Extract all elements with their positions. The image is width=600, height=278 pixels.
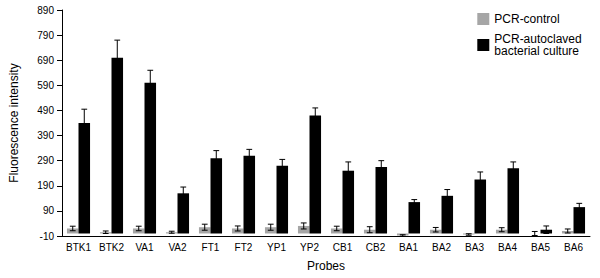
svg-text:590: 590 [37,80,54,91]
svg-text:90: 90 [43,205,55,216]
svg-text:FT2: FT2 [235,242,253,253]
svg-text:Fluorescence intensity: Fluorescence intensity [7,63,21,182]
svg-text:BA4: BA4 [498,242,517,253]
svg-text:490: 490 [37,105,54,116]
svg-text:BTK1: BTK1 [66,242,91,253]
svg-text:FT1: FT1 [202,242,220,253]
svg-text:BA1: BA1 [399,242,418,253]
svg-text:VA2: VA2 [168,242,187,253]
svg-text:BA6: BA6 [564,242,583,253]
svg-text:bacterial culture: bacterial culture [494,44,579,58]
svg-text:CB1: CB1 [333,242,353,253]
svg-text:BA5: BA5 [531,242,550,253]
svg-text:VA1: VA1 [135,242,154,253]
svg-text:BTK2: BTK2 [99,242,124,253]
svg-text:-10: -10 [40,231,55,242]
svg-text:PCR-autoclaved: PCR-autoclaved [494,32,585,46]
svg-text:790: 790 [37,30,54,41]
svg-text:YP1: YP1 [267,242,286,253]
svg-text:PCR-control: PCR-control [494,12,559,26]
svg-text:BA2: BA2 [432,242,451,253]
svg-text:290: 290 [37,155,54,166]
svg-text:CB2: CB2 [366,242,386,253]
svg-text:890: 890 [37,5,54,16]
svg-text:190: 190 [37,180,54,191]
svg-text:390: 390 [37,130,54,141]
svg-text:Probes: Probes [307,259,345,273]
svg-text:BA3: BA3 [465,242,484,253]
svg-text:YP2: YP2 [300,242,319,253]
svg-text:690: 690 [37,55,54,66]
